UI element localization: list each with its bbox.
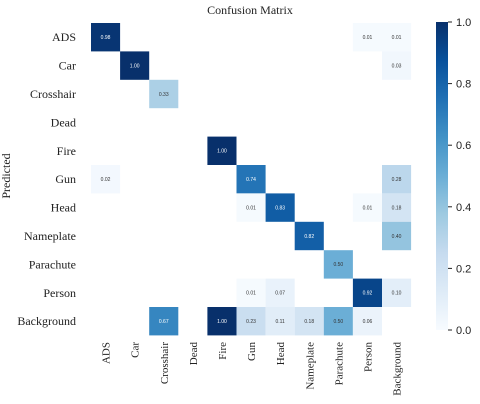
heatmap-cell: [149, 79, 179, 109]
cell-value-label: 0.50: [333, 319, 343, 325]
cell-value-label: 0.92: [363, 291, 373, 297]
colorbar-tick-label: 1.0: [456, 17, 471, 29]
cell-value-label: 0.01: [246, 205, 256, 211]
heatmap-cell: [323, 307, 353, 336]
heatmap-cell: [382, 23, 412, 52]
heatmap-cell: [265, 278, 295, 307]
y-tick-label: Fire: [57, 144, 76, 158]
heatmap-cell: [207, 136, 237, 165]
heatmap-cell: [352, 23, 382, 52]
heatmap-cells: 0.98 0.01 0.01 1.00 0.03 0.33 1.00 0.02 0.74 0.28…: [91, 23, 412, 336]
y-tick-label: Gun: [55, 172, 76, 186]
cell-value-label: 0.50: [333, 262, 343, 268]
heatmap-cell: [352, 307, 382, 336]
x-tick-label: Nameplate: [304, 342, 316, 390]
y-tick-label: Parachute: [29, 257, 76, 271]
heatmap-cell: [120, 51, 150, 80]
y-tick-label: Nameplate: [24, 229, 76, 243]
y-tick-label: ADS: [52, 30, 76, 44]
y-tick-label: Crosshair: [30, 87, 76, 101]
cell-value-label: 1.00: [130, 63, 140, 69]
heatmap-cell: [236, 193, 266, 222]
cell-value-label: 0.18: [392, 205, 402, 211]
heatmap-cell: [265, 307, 295, 336]
x-tick-label: Car: [130, 342, 142, 358]
cell-value-label: 0.74: [246, 177, 256, 183]
y-tick-labels: ADS Car Crosshair Dead Fire Gun Head Nameplate P…: [17, 30, 76, 328]
colorbar-tick-label: 0.2: [456, 263, 471, 275]
cell-value-label: 0.01: [246, 291, 256, 297]
cell-value-label: 0.40: [392, 234, 402, 240]
cell-value-label: 0.23: [246, 319, 256, 325]
heatmap-cell: [382, 165, 412, 194]
cell-value-label: 0.98: [101, 35, 111, 41]
cell-value-label: 0.01: [363, 35, 373, 41]
colorbar-tick-label: 0.6: [456, 140, 471, 152]
heatmap-cell: [323, 250, 353, 279]
cell-value-label: 0.07: [275, 291, 285, 297]
chart-title: Confusion Matrix: [207, 3, 293, 17]
heatmap-cell: [149, 307, 179, 336]
x-tick-label: ADS: [101, 342, 113, 364]
heatmap-cell: [382, 278, 412, 307]
x-tick-label: Head: [275, 342, 287, 366]
cell-value-label: 0.82: [304, 234, 314, 240]
cell-value-label: 0.18: [304, 319, 314, 325]
cell-value-label: 0.10: [392, 291, 402, 297]
heatmap-cell: [352, 193, 382, 222]
cell-value-label: 0.06: [363, 319, 373, 325]
cell-value-label: 0.28: [392, 177, 402, 183]
heatmap-cell: [91, 165, 121, 194]
colorbar-tick-label: 0.4: [456, 202, 471, 214]
heatmap-cell: [207, 307, 237, 336]
cell-value-label: 0.11: [275, 319, 285, 325]
cell-value-label: 0.83: [275, 205, 285, 211]
x-tick-label: Fire: [217, 342, 229, 360]
cell-value-label: 0.01: [392, 35, 402, 41]
heatmap-cell: [382, 51, 412, 80]
x-tick-label: Gun: [246, 342, 258, 361]
x-tick-label: Person: [362, 342, 374, 372]
heatmap-cell: [352, 278, 382, 307]
y-tick-label: Car: [59, 59, 76, 73]
y-axis-label: Predicted: [0, 153, 13, 198]
y-tick-label: Dead: [51, 115, 76, 129]
x-tick-label: Crosshair: [159, 342, 171, 385]
heatmap-cell: [382, 221, 412, 251]
x-tick-label: Background: [392, 342, 404, 396]
heatmap-cell: [236, 165, 266, 194]
y-tick-label: Person: [43, 286, 76, 300]
x-tick-label: Dead: [188, 342, 200, 366]
colorbar-tick-label: 0.0: [456, 325, 471, 337]
heatmap-cell: [236, 278, 266, 307]
cell-value-label: 0.01: [363, 205, 373, 211]
y-tick-label: Head: [51, 201, 76, 215]
colorbar-tick-label: 0.8: [456, 79, 471, 91]
heatmap-cell: [91, 23, 121, 52]
cell-value-label: 0.33: [159, 92, 169, 98]
heatmap-cell: [382, 193, 412, 222]
colorbar: [436, 22, 448, 330]
cell-value-label: 1.00: [217, 149, 227, 155]
cell-value-label: 1.00: [217, 319, 227, 325]
cell-value-label: 0.02: [101, 177, 111, 183]
cell-value-label: 0.03: [392, 63, 402, 69]
cell-value-label: 0.67: [159, 319, 169, 325]
heatmap-cell: [294, 307, 324, 336]
y-tick-label: Background: [17, 314, 76, 328]
heatmap-cell: [265, 193, 295, 222]
heatmap-cell: [294, 221, 324, 251]
colorbar-ticks: 0.0 0.2 0.4 0.6 0.8 1.0: [448, 17, 471, 337]
x-tick-labels: ADS Car Crosshair Dead Fire Gun Head Nameplate P…: [101, 342, 404, 396]
x-tick-label: Parachute: [333, 342, 345, 385]
heatmap-cell: [236, 307, 266, 336]
